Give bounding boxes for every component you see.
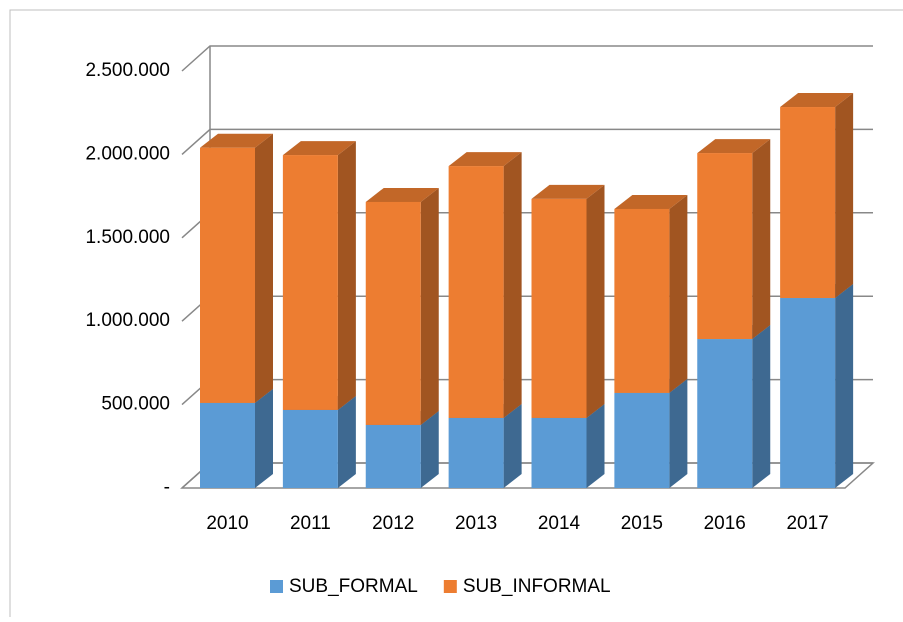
- bar-side: [669, 378, 688, 488]
- y-tick-label: -: [164, 477, 170, 498]
- chart-frame: [9, 9, 903, 617]
- bar-side: [752, 325, 771, 488]
- bar-top: [697, 139, 771, 154]
- bar-segment: [531, 184, 605, 418]
- bar-front: [200, 402, 255, 488]
- bar-segment: [282, 141, 356, 410]
- bar-side: [586, 403, 605, 488]
- bar-front: [697, 153, 753, 340]
- legend-swatch: [270, 580, 283, 593]
- bar-top: [531, 184, 605, 199]
- bar-segment: [614, 194, 688, 393]
- bar-front: [282, 409, 338, 488]
- y-tick-label: 2.500.000: [85, 60, 170, 81]
- bar-front: [780, 298, 836, 488]
- bar-segment: [614, 378, 688, 488]
- y-tick-label: 500.000: [101, 394, 170, 415]
- x-tick-label: 2016: [704, 513, 746, 534]
- bar-front: [614, 208, 670, 393]
- grid-line: [181, 128, 873, 155]
- bar-segment: [200, 133, 273, 403]
- bar-segment: [697, 325, 771, 488]
- bar-side: [255, 388, 273, 488]
- bar-top: [614, 194, 688, 209]
- legend-label: SUB_INFORMAL: [463, 576, 611, 597]
- bar-side: [337, 395, 356, 488]
- bar-top: [282, 141, 356, 156]
- bar-segment: [780, 284, 854, 488]
- x-tick-label: 2012: [372, 513, 414, 534]
- x-tick-label: 2011: [290, 513, 331, 534]
- legend-label: SUB_FORMAL: [289, 576, 418, 597]
- bar-side: [669, 194, 688, 393]
- y-tick-label: 2.000.000: [85, 143, 170, 164]
- x-tick-label: 2015: [621, 513, 663, 534]
- legend-swatch: [443, 580, 457, 593]
- grid-line: [181, 45, 873, 72]
- bar-side: [337, 141, 356, 410]
- bar-front: [200, 147, 255, 403]
- bar-segment: [448, 152, 522, 418]
- y-tick-label: 1.500.000: [85, 227, 170, 248]
- bar-side: [752, 139, 771, 340]
- y-tick-label: 1.000.000: [85, 310, 170, 331]
- bar-side: [503, 403, 522, 488]
- bar-front: [448, 166, 504, 418]
- x-tick-label: 2013: [455, 513, 497, 534]
- bar-front: [780, 107, 836, 299]
- bar-front: [531, 417, 587, 488]
- x-tick-label: 2017: [786, 513, 828, 534]
- bar-segment: [200, 388, 273, 488]
- bar-side: [586, 184, 605, 418]
- bar-top: [448, 152, 522, 167]
- bar-segment: [697, 139, 771, 340]
- bar-front: [448, 417, 504, 488]
- bar-front: [697, 339, 753, 488]
- bar-side: [255, 133, 273, 403]
- bar-front: [614, 392, 670, 488]
- bar-top: [780, 93, 854, 108]
- bar-top: [365, 187, 439, 202]
- x-tick-label: 2014: [538, 513, 581, 534]
- bar-segment: [365, 187, 439, 425]
- bar-side: [503, 152, 522, 418]
- bar-side: [835, 93, 854, 299]
- bar-front: [531, 198, 587, 418]
- x-tick-label: 2010: [206, 513, 248, 534]
- bar-front: [365, 201, 421, 425]
- bar-top: [200, 133, 273, 148]
- bar-segment: [780, 93, 854, 299]
- bar-side: [835, 284, 854, 488]
- bar-side: [420, 410, 439, 488]
- bar-front: [365, 424, 421, 488]
- bar-side: [420, 187, 439, 425]
- bar-front: [282, 155, 338, 410]
